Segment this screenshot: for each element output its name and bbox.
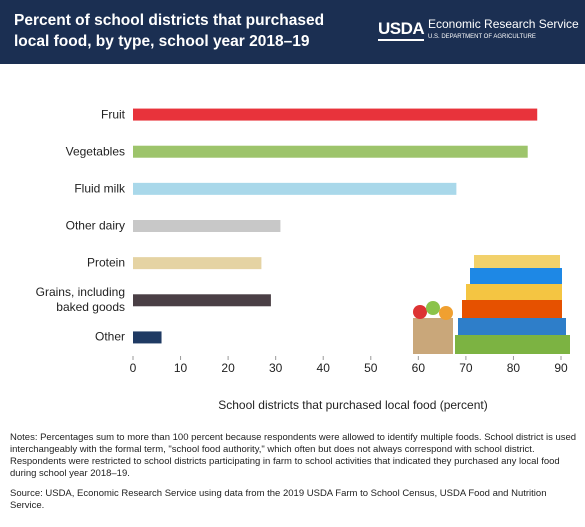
- bar: [133, 220, 281, 232]
- chart-title: Percent of school districts that purchas…: [14, 12, 325, 50]
- category-label: Fruit: [101, 107, 125, 122]
- x-tick-label: 30: [269, 361, 283, 375]
- category-label: Grains, including baked goods: [35, 285, 125, 315]
- x-tick-label: 80: [507, 361, 521, 375]
- bar: [133, 257, 262, 270]
- x-tick-label: 40: [317, 361, 331, 375]
- logo-dept: U.S. DEPARTMENT OF AGRICULTURE: [428, 34, 536, 40]
- source: Source: USDA, Economic Research Service …: [10, 488, 547, 511]
- bar: [133, 182, 457, 195]
- x-tick-label: 70: [459, 361, 473, 375]
- logo-mark: USDA: [378, 19, 425, 41]
- x-tick-label: 50: [364, 361, 378, 375]
- x-axis-label: School districts that purchased local fo…: [218, 398, 488, 412]
- category-label: Protein: [86, 255, 125, 270]
- bar: [133, 145, 528, 158]
- bar: [133, 294, 271, 307]
- bar: [133, 331, 162, 344]
- x-tick-label: 90: [554, 361, 568, 375]
- category-label: Other dairy: [65, 218, 125, 233]
- category-label: Fluid milk: [74, 181, 125, 196]
- bar: [133, 108, 538, 121]
- notes: Notes: Percentages sum to more than 100 …: [10, 432, 577, 479]
- x-tick-label: 20: [221, 361, 235, 375]
- illustration: [413, 255, 570, 354]
- header: Percent of school districts that purchas…: [0, 0, 585, 64]
- x-tick-label: 60: [412, 361, 426, 375]
- category-label: Other: [94, 329, 125, 344]
- logo-name: Economic Research Service: [428, 17, 579, 31]
- x-tick-label: 0: [130, 361, 137, 375]
- x-tick-label: 10: [174, 361, 188, 375]
- category-label: Vegetables: [65, 144, 125, 159]
